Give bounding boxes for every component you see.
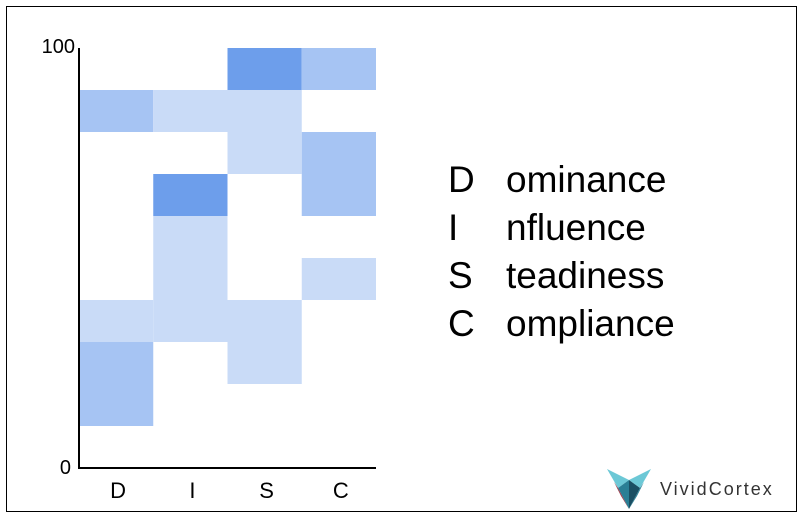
legend-word: ominance <box>506 159 667 200</box>
heatmap-cell-i <box>153 216 228 342</box>
legend-word: nfluence <box>506 207 646 248</box>
slide-frame <box>6 6 797 512</box>
heatmap-cell-d <box>79 300 154 342</box>
heatmap-cell-s <box>227 90 302 174</box>
legend-row-influence: I nfluence <box>448 204 675 252</box>
heatmap-cell-i <box>153 90 228 132</box>
legend-letter: S <box>448 255 473 296</box>
legend-letter: D <box>448 159 475 200</box>
legend-letter: C <box>448 303 475 344</box>
logo-wordmark: VividCortex <box>660 478 774 499</box>
legend-letter: I <box>448 207 459 248</box>
legend-row-steadiness: S teadiness <box>448 252 675 300</box>
heatmap-cell-c <box>301 48 376 90</box>
legend-row-dominance: D ominance <box>448 156 675 204</box>
heatmap-cell-s <box>227 48 302 90</box>
disc-legend: D ominance I nfluence S teadiness C ompl… <box>448 156 675 348</box>
heatmap-cell-d <box>79 342 154 426</box>
x-tick-label-d: D <box>110 478 126 503</box>
heatmap-cell-i <box>153 174 228 216</box>
legend-row-compliance: C ompliance <box>448 300 675 348</box>
x-tick-label-c: C <box>333 478 349 503</box>
legend-word: teadiness <box>506 255 665 296</box>
y-tick-label: 100 <box>42 36 75 58</box>
x-tick-label-s: S <box>259 478 274 503</box>
heatmap-cell-s <box>227 300 302 384</box>
heatmap-cell-d <box>79 90 154 132</box>
x-tick-label-i: I <box>189 478 195 503</box>
legend-word: ompliance <box>506 303 675 344</box>
vividcortex-logo-icon <box>607 469 651 509</box>
heatmap-cell-c <box>301 132 376 216</box>
y-tick-label: 0 <box>60 457 71 479</box>
vividcortex-logo: VividCortex <box>606 468 774 510</box>
heatmap-cell-c <box>301 258 376 300</box>
